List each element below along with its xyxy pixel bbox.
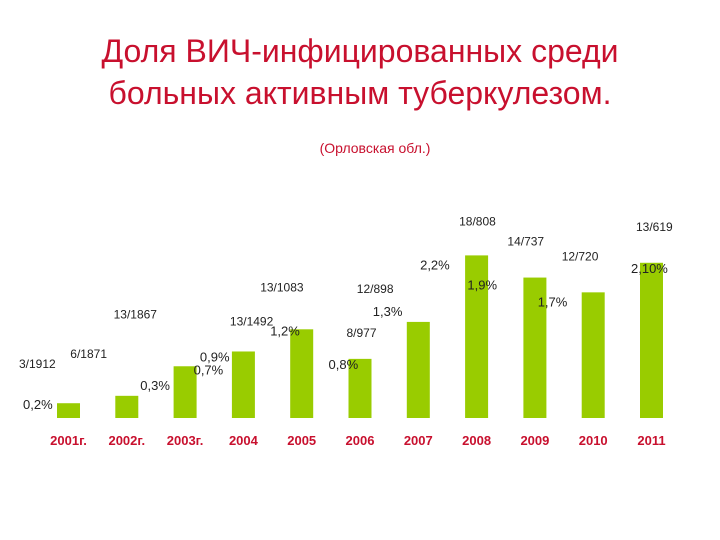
case-count-label: 12/898 [357,282,394,296]
case-count-label: 18/808 [459,214,496,228]
case-count-label: 12/720 [562,249,599,263]
bar-9 [523,277,547,418]
x-tick-label: 2009 [520,433,549,448]
value-label: 1,2% [270,323,300,338]
bar-4 [231,351,255,418]
case-count-label: 13/1867 [114,307,158,321]
x-tick-label: 2007 [404,433,433,448]
bar-8 [465,255,489,418]
x-tick-label: 2001г. [50,433,87,448]
case-count-label: 8/977 [347,326,377,340]
bar-3 [173,366,197,418]
bar-7 [406,321,430,418]
chart-title: Доля ВИЧ-инфицированных среди больных ак… [0,30,720,114]
case-count-label: 14/737 [507,235,544,249]
value-label: 2,2% [420,257,450,272]
case-count-label: 3/1912 [19,357,56,371]
x-tick-label: 2005 [287,433,316,448]
case-count-label: 13/619 [636,220,673,234]
value-label: 0,8% [329,357,359,372]
value-label: 1,9% [467,278,497,293]
x-tick-label: 2008 [462,433,491,448]
value-label: 0,7% [194,362,224,377]
bar-5 [290,329,314,418]
bar-11 [640,262,663,418]
value-label: 0,2% [23,397,53,412]
case-count-label: 13/1083 [260,280,304,294]
value-label: 2,10% [631,261,668,276]
x-tick-label: 2002г. [108,433,145,448]
value-label: 1,7% [538,294,568,309]
bar-2 [115,395,139,418]
value-label: 0,3% [140,378,170,393]
case-count-label: 6/1871 [70,347,107,361]
x-tick-label: 2006 [346,433,375,448]
value-label: 1,3% [373,304,403,319]
bar-6 [348,358,372,418]
value-label: 0,9% [200,349,230,364]
bar-1 [57,403,80,418]
title-line-1: Доля ВИЧ-инфицированных среди [101,33,619,69]
x-tick-label: 2003г. [167,433,204,448]
x-tick-label: 2004 [229,433,259,448]
bar-10 [581,292,605,418]
x-tick-label: 2010 [579,433,608,448]
x-tick-label: 2011 [637,433,665,448]
chart-subtitle: (Орловская обл.) [319,140,431,156]
case-count-label: 13/1492 [230,314,274,328]
title-line-2: больных активным туберкулезом. [108,75,612,111]
